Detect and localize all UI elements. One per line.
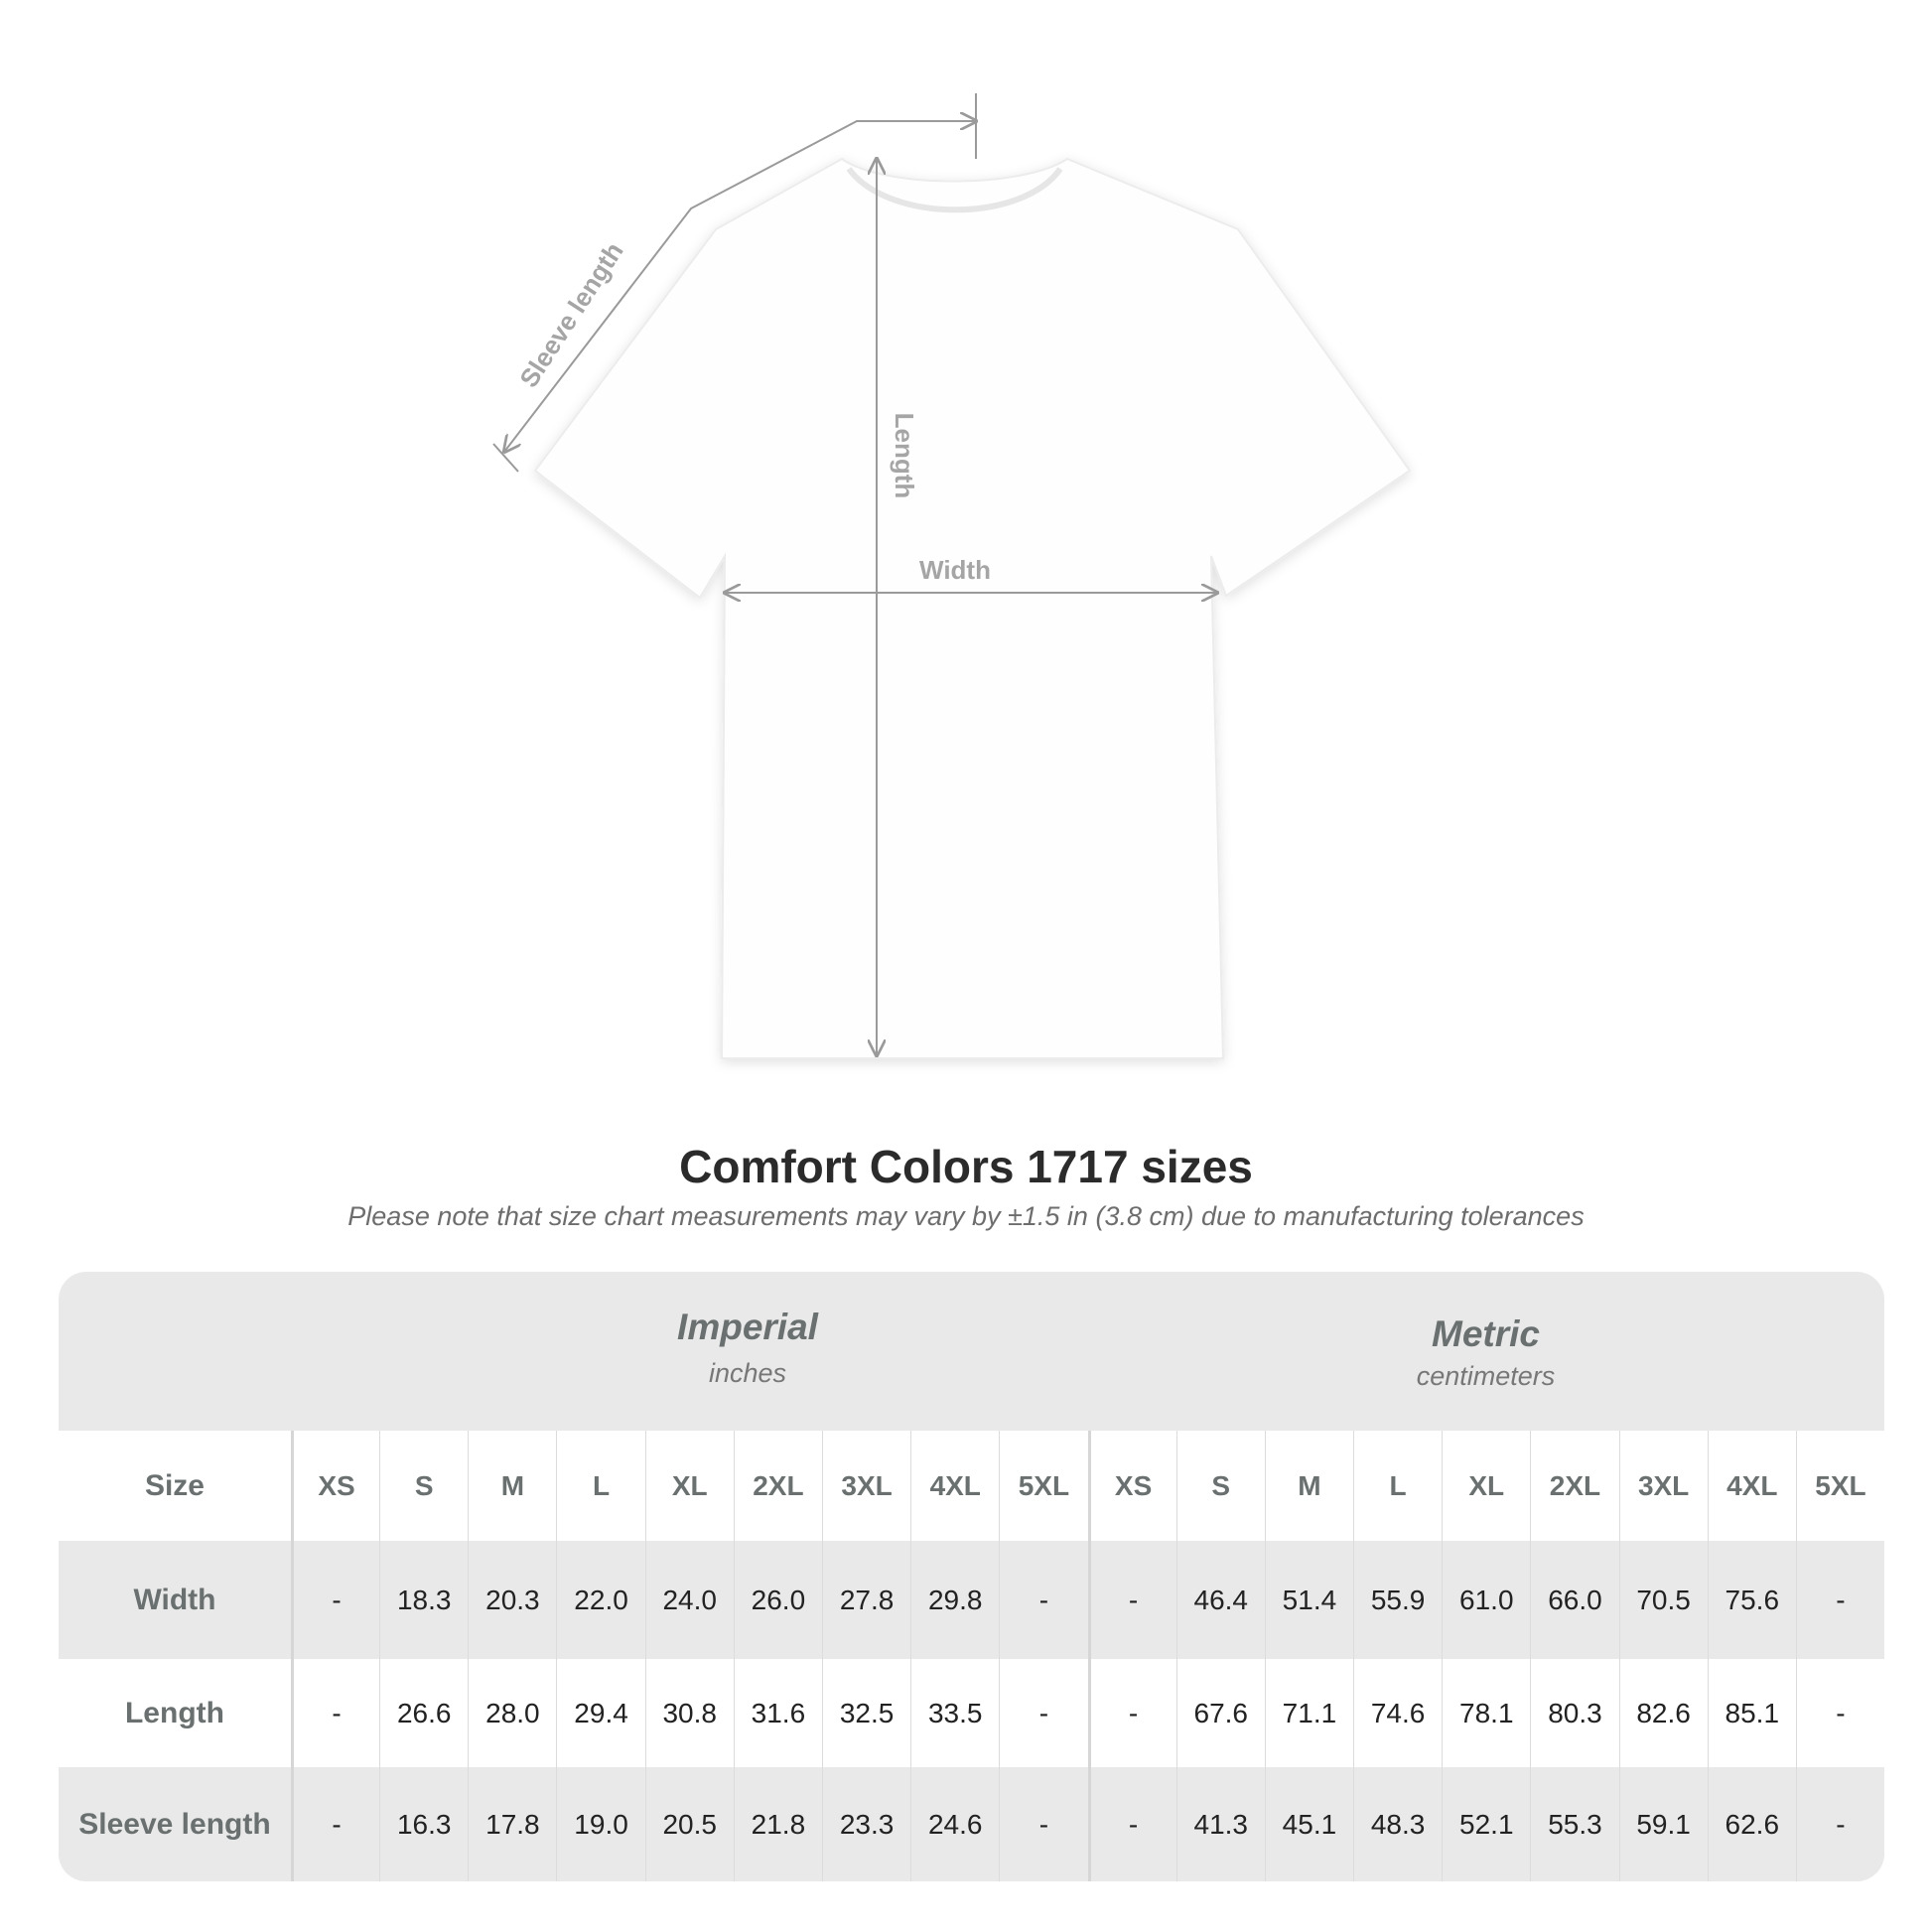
imperial-value-cell: 24.0 [644, 1541, 734, 1659]
table-row: Width -18.3 20.3 22.0 24.0 26.0 27.8 29.8- -46.4… [59, 1541, 1884, 1659]
imperial-size-header: XS [290, 1431, 379, 1541]
metric-value-cell: 70.5 [1618, 1541, 1708, 1659]
metric-size-header: S [1175, 1431, 1265, 1541]
imperial-value-cell: 27.8 [821, 1541, 910, 1659]
metric-value-cell: 71.1 [1264, 1659, 1353, 1767]
imperial-value-cell: - [290, 1541, 379, 1659]
imperial-value-cell: - [290, 1767, 379, 1881]
imperial-value-cell: - [999, 1541, 1087, 1659]
metric-size-header: XS [1087, 1431, 1176, 1541]
table-row: Length -26.6 28.0 29.4 30.8 31.6 32.5 33.5- -67.… [59, 1659, 1884, 1767]
metric-value-cell: 78.1 [1442, 1659, 1530, 1767]
metric-header: Metric centimeters [1087, 1313, 1884, 1392]
metric-value-cell: 59.1 [1618, 1767, 1708, 1881]
imperial-unit: inches [708, 1358, 787, 1388]
metric-value-cell: 80.3 [1530, 1659, 1618, 1767]
metric-value-cell: 74.6 [1353, 1659, 1442, 1767]
imperial-value-cell: 19.0 [556, 1767, 644, 1881]
imperial-value-cell: 33.5 [910, 1659, 999, 1767]
metric-value-cell: - [1795, 1659, 1884, 1767]
imperial-value-cell: - [999, 1659, 1087, 1767]
size-label: Size [144, 1468, 205, 1502]
metric-unit: centimeters [1416, 1361, 1556, 1391]
chart-title: Comfort Colors 1717 sizes [679, 1141, 1253, 1192]
metric-value-cell: 48.3 [1353, 1767, 1442, 1881]
metric-value-cell: - [1795, 1767, 1884, 1881]
imperial-value-cell: 16.3 [379, 1767, 468, 1881]
imperial-value-cell: 17.8 [468, 1767, 556, 1881]
metric-value-cell: 82.6 [1618, 1659, 1708, 1767]
imperial-value-cell: 32.5 [821, 1659, 910, 1767]
sleeve-tick [492, 443, 519, 473]
metric-size-header: 4XL [1707, 1431, 1796, 1541]
metric-title: Metric [1432, 1313, 1540, 1354]
imperial-value-cell: 23.3 [821, 1767, 910, 1881]
metric-size-header: L [1353, 1431, 1442, 1541]
imperial-size-header: L [556, 1431, 644, 1541]
metric-value-cell: 52.1 [1442, 1767, 1530, 1881]
imperial-value-cell: 28.0 [468, 1659, 556, 1767]
imperial-title: Imperial [677, 1307, 818, 1347]
imperial-header: Imperial inches [349, 1307, 1146, 1389]
size-table: Imperial inches Metric centimeters Size … [59, 1272, 1884, 1881]
imperial-size-header: S [379, 1431, 468, 1541]
metric-value-cell: 62.6 [1707, 1767, 1796, 1881]
imperial-value-cell: 29.4 [556, 1659, 644, 1767]
imperial-value-cell: 31.6 [733, 1659, 822, 1767]
metric-size-header: XL [1442, 1431, 1530, 1541]
table-row: Sleeve length -16.3 17.8 19.0 20.5 21.8 23.3 24… [59, 1767, 1884, 1881]
sleeve-measure-line [504, 121, 976, 452]
imperial-size-header: 3XL [821, 1431, 910, 1541]
metric-value-cell: 66.0 [1530, 1541, 1618, 1659]
imperial-value-cell: - [290, 1659, 379, 1767]
metric-value-cell: 55.3 [1530, 1767, 1618, 1881]
size-header-row: Size XS S M L XL 2XL 3XL 4XL 5XL XS S M L XL 2XL 3XL 4XL… [59, 1431, 1884, 1541]
imperial-value-cell: 30.8 [644, 1659, 734, 1767]
metric-value-cell: 61.0 [1442, 1541, 1530, 1659]
imperial-value-cell: 26.0 [733, 1541, 822, 1659]
metric-value-cell: - [1087, 1541, 1176, 1659]
metric-size-header: 2XL [1530, 1431, 1618, 1541]
metric-value-cell: 46.4 [1175, 1541, 1265, 1659]
metric-value-cell: - [1087, 1767, 1176, 1881]
metric-value-cell: 55.9 [1353, 1541, 1442, 1659]
metric-value-cell: 85.1 [1707, 1659, 1796, 1767]
metric-size-header: M [1264, 1431, 1353, 1541]
imperial-value-cell: 20.5 [644, 1767, 734, 1881]
row-label: Length [124, 1696, 224, 1729]
imperial-value-cell: 18.3 [379, 1541, 468, 1659]
tolerance-note: Please note that size chart measurements… [347, 1201, 1585, 1231]
metric-value-cell: - [1795, 1541, 1884, 1659]
imperial-size-header: XL [644, 1431, 734, 1541]
imperial-value-cell: 29.8 [910, 1541, 999, 1659]
row-label: Sleeve length [78, 1807, 271, 1841]
imperial-value-cell: 20.3 [468, 1541, 556, 1659]
tshirt-shape [533, 157, 1412, 1059]
metric-value-cell: 45.1 [1264, 1767, 1353, 1881]
metric-value-cell: 41.3 [1175, 1767, 1265, 1881]
metric-value-cell: 67.6 [1175, 1659, 1265, 1767]
metric-value-cell: - [1087, 1659, 1176, 1767]
metric-size-header: 3XL [1618, 1431, 1708, 1541]
row-label: Width [133, 1583, 216, 1616]
imperial-value-cell: 21.8 [733, 1767, 822, 1881]
metric-size-header: 5XL [1795, 1431, 1884, 1541]
width-label: Width [919, 555, 991, 585]
metric-value-cell: 75.6 [1707, 1541, 1796, 1659]
imperial-value-cell: 22.0 [556, 1541, 644, 1659]
imperial-value-cell: 24.6 [910, 1767, 999, 1881]
imperial-value-cell: 26.6 [379, 1659, 468, 1767]
imperial-size-header: 4XL [910, 1431, 999, 1541]
length-label: Length [890, 413, 919, 499]
imperial-size-header: M [468, 1431, 556, 1541]
imperial-size-header: 5XL [999, 1431, 1087, 1541]
imperial-value-cell: - [999, 1767, 1087, 1881]
imperial-size-header: 2XL [733, 1431, 822, 1541]
metric-value-cell: 51.4 [1264, 1541, 1353, 1659]
tshirt-diagram: Sleeve length Length Width [492, 93, 1412, 1059]
